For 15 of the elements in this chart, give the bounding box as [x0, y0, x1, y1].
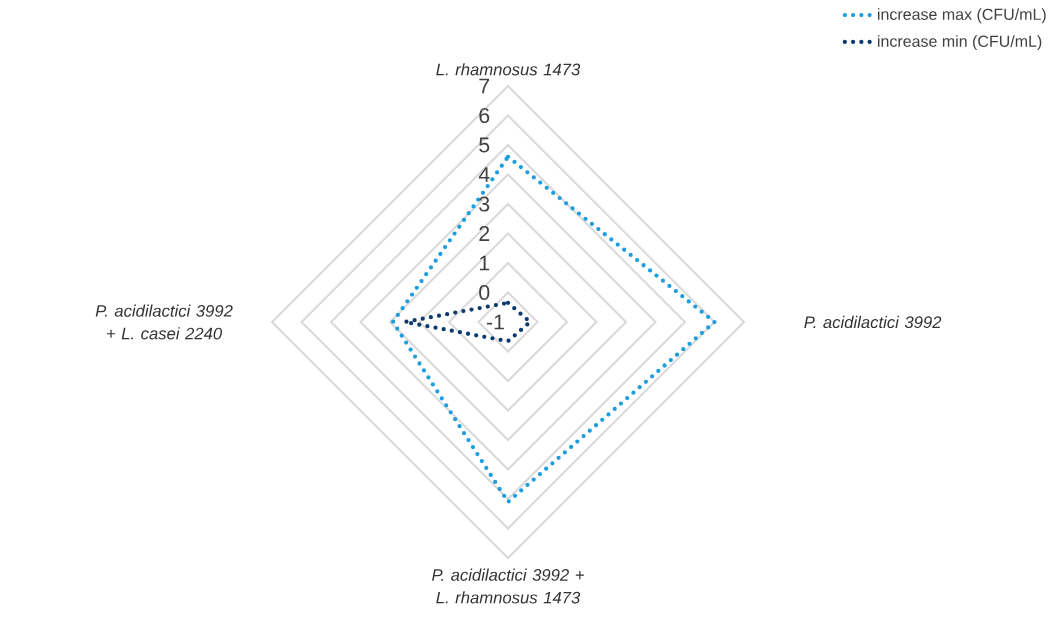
y-tick-label: -1 — [486, 314, 504, 330]
y-tick-label: 3 — [479, 196, 490, 212]
y-tick-label: 0 — [479, 284, 490, 301]
spoke-label: P. acidilactici 3992 + L. rhamnosus 1473 — [432, 568, 584, 604]
spoke-label: P. acidilactici 3992 + L. casei 2240 — [95, 304, 233, 340]
spoke-label: P. acidilactici 3992 — [804, 315, 942, 329]
y-tick-label: 4 — [478, 167, 490, 182]
legend-label: increase max (CFU/mL) — [878, 8, 1046, 24]
y-tick-label: 2 — [479, 226, 490, 241]
spoke-label: L. rhamnosus 1473 — [436, 63, 581, 76]
y-tick-label: 5 — [479, 137, 490, 153]
y-tick-label: 1 — [479, 255, 490, 271]
legend-label: increase min (CFU/mL) — [878, 35, 1042, 51]
y-tick-label: 6 — [479, 107, 490, 124]
y-tick-label: 7 — [479, 78, 490, 94]
